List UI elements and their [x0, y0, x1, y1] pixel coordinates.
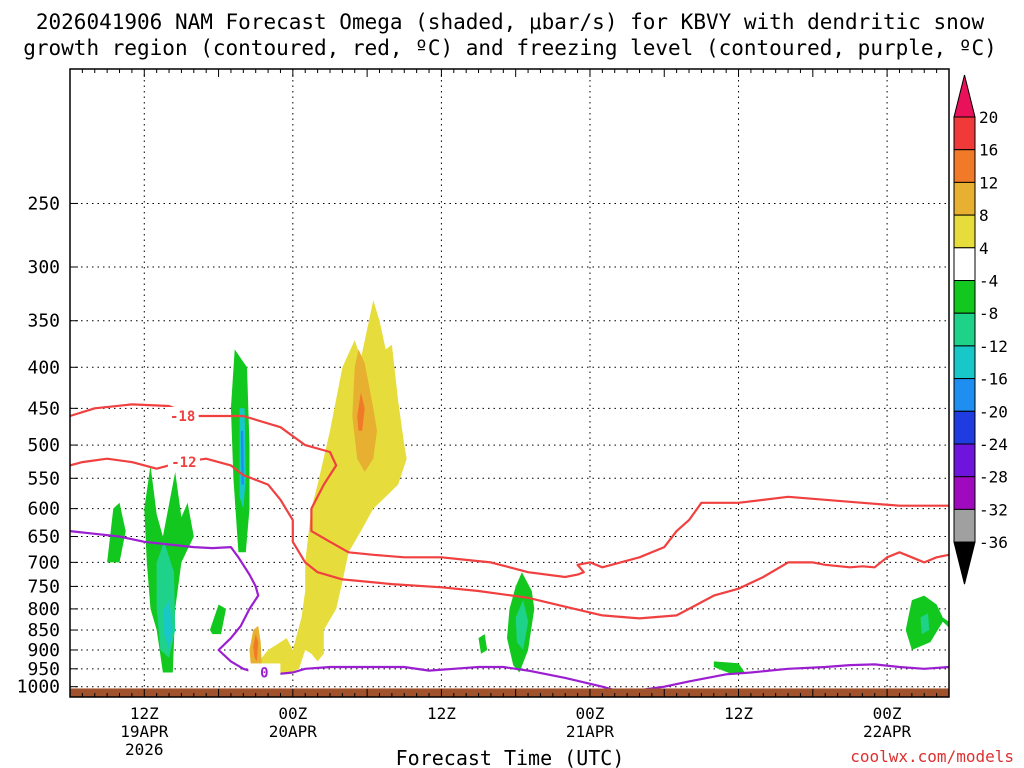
- x-tick-label: 12Z: [130, 704, 159, 723]
- y-tick-label: 550: [27, 468, 60, 489]
- colorbar-label: -28: [979, 468, 1008, 487]
- chart-title-line1: 2026041906 NAM Forecast Omega (shaded, μ…: [36, 10, 985, 34]
- colorbar-label: 16: [979, 141, 998, 160]
- y-tick-label: 700: [27, 552, 60, 573]
- colorbar-bottom-arrow: [953, 541, 976, 585]
- colorbar-cell: [953, 214, 976, 249]
- y-tick-label: 600: [27, 499, 60, 520]
- descent-region-12: [357, 392, 365, 431]
- contour-line-m18: [70, 403, 949, 579]
- ascent-region-m8: [209, 604, 226, 635]
- terrain-layer: [70, 688, 949, 697]
- y-tick-label: 450: [27, 398, 60, 419]
- x-tick-year: 2026: [125, 740, 164, 759]
- colorbar-top-arrow: [953, 74, 976, 118]
- y-tick-label: 350: [27, 311, 60, 332]
- y-tick-label: 800: [27, 599, 60, 620]
- x-tick-label: 12Z: [724, 704, 753, 723]
- colorbar-cell: [953, 508, 976, 543]
- colorbar-label: 8: [979, 206, 989, 225]
- colorbar-cell: [953, 476, 976, 510]
- y-tick-label: 900: [27, 640, 60, 661]
- x-tick-date: 20APR: [269, 722, 318, 741]
- x-tick-label: 00Z: [576, 704, 605, 723]
- x-tick-date: 21APR: [566, 722, 615, 741]
- contour-label: -12: [171, 455, 196, 471]
- colorbar-cell: [953, 378, 976, 412]
- ascent-region-m8: [713, 661, 745, 675]
- ascent-region-m12: [515, 600, 529, 650]
- descent-region-12: [253, 634, 259, 662]
- temperature-contours: -18 -12 0: [70, 403, 949, 692]
- colorbar-label: -12: [979, 337, 1008, 356]
- colorbar-label: -16: [979, 370, 1008, 389]
- colorbar-label: -8: [979, 304, 998, 323]
- x-tick-label: 12Z: [427, 704, 456, 723]
- y-tick-label: 400: [27, 357, 60, 378]
- colorbar-cell: [953, 345, 976, 380]
- colorbar-label: 4: [979, 239, 989, 258]
- x-axis-label: Forecast Time (UTC): [396, 746, 625, 768]
- y-tick-label: 250: [27, 193, 60, 214]
- y-tick-label: 500: [27, 435, 60, 456]
- colorbar-cell: [953, 410, 976, 445]
- x-tick-label: 00Z: [278, 704, 307, 723]
- colorbar-label: -36: [979, 533, 1008, 552]
- contour-line-0: [70, 530, 949, 692]
- colorbar: 20 16 12 8 4 -4 -8 -12 -16 -20 -24 -28 -32 -36: [953, 74, 1008, 585]
- y-axis: 2503003504004505005506006507007508008509…: [17, 193, 78, 698]
- colorbar-label: -24: [979, 435, 1008, 454]
- colorbar-label: 12: [979, 173, 998, 192]
- y-tick-label: 750: [27, 576, 60, 597]
- contour-label: 0: [260, 665, 268, 681]
- y-tick-label: 850: [27, 620, 60, 641]
- contour-label: -18: [170, 409, 195, 425]
- colorbar-cell: [953, 443, 976, 478]
- plot-area: [70, 69, 949, 697]
- colorbar-label: 20: [979, 108, 998, 127]
- chart-title-line2: growth region (contoured, red, ºC) and f…: [23, 36, 997, 60]
- plot-frame: [69, 68, 950, 698]
- x-tick-date: 22APR: [863, 722, 912, 741]
- contour-label-bg: [167, 453, 200, 471]
- contour-label-bg: [248, 663, 281, 681]
- y-tick-label: 950: [27, 659, 60, 680]
- y-tick-label: 1000: [17, 677, 60, 698]
- y-tick-label: 300: [27, 257, 60, 278]
- colorbar-cell: [953, 116, 976, 151]
- colorbar-label: -20: [979, 402, 1008, 421]
- contour-label-bg: [166, 407, 199, 425]
- ascent-region-m16: [164, 600, 173, 650]
- omega-shading: [107, 300, 949, 675]
- credit-text: coolwx.com/models: [850, 747, 1014, 766]
- colorbar-cell: [953, 247, 976, 282]
- x-tick-date: 19APR: [120, 722, 169, 741]
- colorbar-cell: [953, 149, 976, 183]
- ascent-region-m12: [920, 613, 930, 635]
- colorbar-label: -4: [979, 272, 998, 291]
- colorbar-cell: [953, 181, 976, 216]
- colorbar-cell: [953, 280, 976, 314]
- colorbar-label: -32: [979, 500, 1008, 519]
- ascent-region-m8: [107, 502, 126, 563]
- terrain-fill: [70, 688, 949, 697]
- contour-line-m12: [70, 457, 949, 620]
- x-tick-label: 00Z: [873, 704, 902, 723]
- ascent-region-m8: [478, 634, 488, 654]
- colorbar-cell: [953, 312, 976, 347]
- descent-region-8: [352, 349, 377, 472]
- ascent-region-m20: [240, 430, 244, 485]
- y-tick-label: 650: [27, 527, 60, 548]
